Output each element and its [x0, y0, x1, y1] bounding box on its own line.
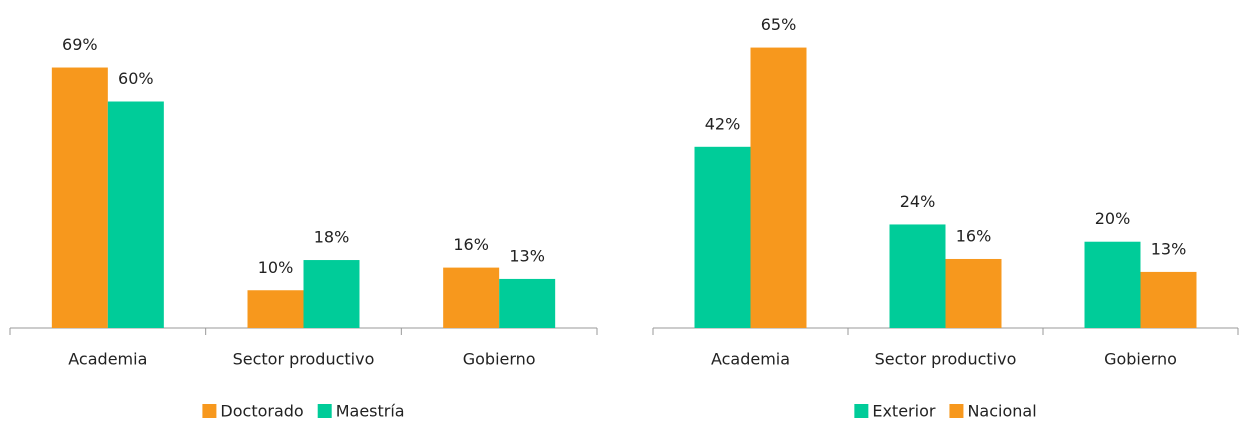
- bar: [1140, 271, 1197, 328]
- chart: Academia 42% 65% Sector productivo 24% 16% Gob…: [652, 15, 1239, 421]
- data-label: 69%: [62, 35, 98, 54]
- data-label: 16%: [453, 235, 489, 254]
- x-tick-label: Gobierno: [1104, 350, 1177, 369]
- bar: [303, 260, 360, 328]
- legend-swatch: [202, 404, 217, 418]
- data-label: 16%: [956, 226, 992, 245]
- bar: [443, 267, 500, 328]
- bar: [750, 47, 807, 328]
- bar: [107, 101, 164, 328]
- bar: [247, 290, 304, 328]
- x-tick-label: Academia: [711, 350, 790, 369]
- legend-label: Exterior: [872, 402, 936, 421]
- bar: [1084, 241, 1141, 328]
- data-label: 65%: [761, 15, 797, 34]
- x-tick-label: Academia: [68, 350, 147, 369]
- legend-label: Doctorado: [220, 402, 303, 421]
- data-label: 20%: [1095, 209, 1131, 228]
- legend: Exterior Nacional: [854, 402, 1037, 421]
- bar: [51, 67, 108, 329]
- legend-swatch: [854, 404, 869, 418]
- bar: [499, 278, 556, 328]
- x-tick-label: Sector productivo: [875, 350, 1017, 369]
- data-label: 13%: [509, 246, 545, 265]
- data-label: 24%: [900, 192, 936, 211]
- data-label: 60%: [118, 69, 154, 88]
- legend-label: Maestría: [336, 402, 405, 421]
- legend-label: Nacional: [967, 402, 1036, 421]
- data-label: 13%: [1151, 239, 1187, 258]
- bar: [889, 224, 946, 328]
- data-label: 42%: [705, 114, 741, 133]
- legend-swatch: [317, 404, 332, 418]
- chart: Academia 69% 60% Sector productivo 10% 18% Gob…: [9, 35, 598, 421]
- legend: Doctorado Maestría: [202, 402, 405, 421]
- x-tick-label: Gobierno: [463, 350, 536, 369]
- data-label: 10%: [258, 258, 294, 277]
- legend-swatch: [949, 404, 964, 418]
- x-tick-label: Sector productivo: [233, 350, 375, 369]
- bar: [694, 146, 751, 328]
- bar: [945, 258, 1002, 328]
- data-label: 18%: [314, 228, 350, 247]
